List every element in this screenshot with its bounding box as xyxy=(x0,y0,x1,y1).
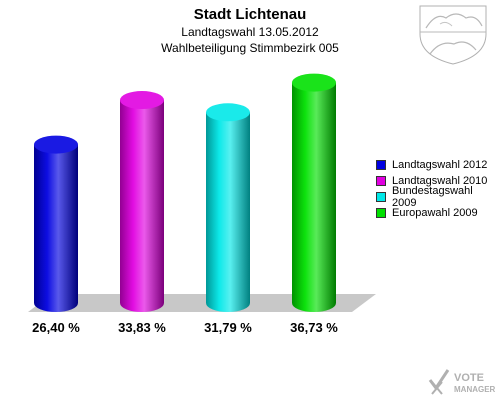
bar xyxy=(292,73,336,313)
chart-title: Stadt Lichtenau xyxy=(193,6,307,23)
legend-swatch xyxy=(376,160,386,170)
legend-swatch xyxy=(376,208,386,218)
legend-item: Bundestagswahl 2009 xyxy=(376,185,500,209)
bar-body xyxy=(292,82,336,313)
bar-top xyxy=(34,135,78,154)
chart-subtitle-2: Wahlbeteiligung Stimmbezirk 005 xyxy=(161,41,339,55)
data-label: 31,79 % xyxy=(204,320,252,335)
legend-item: Landtagswahl 2010 xyxy=(376,173,500,189)
legend-label: Bundestagswahl 2009 xyxy=(391,185,473,209)
data-label: 36,73 % xyxy=(290,320,338,335)
chart-subtitle: Landtagswahl 13.05.2012 xyxy=(181,25,319,39)
data-label: 26,40 % xyxy=(32,320,80,335)
logo-text-bottom: MANAGER xyxy=(454,385,496,394)
bar xyxy=(206,103,250,312)
legend-swatch xyxy=(376,176,386,186)
legend-label: Europawahl 2009 xyxy=(392,207,478,219)
chart-legend: Landtagswahl 2012 Landtagswahl 2010 Bund… xyxy=(376,157,500,221)
legend-item: Landtagswahl 2012 xyxy=(376,157,500,173)
bar-body xyxy=(206,112,250,312)
coat-of-arms-icon xyxy=(419,5,487,65)
legend-swatch xyxy=(376,192,386,202)
bar-top xyxy=(292,73,336,92)
legend-label: Landtagswahl 2012 xyxy=(392,159,488,171)
bar-top xyxy=(120,91,164,110)
bar-body xyxy=(120,100,164,313)
bar-top xyxy=(206,103,250,122)
bar xyxy=(120,91,164,313)
data-label: 33,83 % xyxy=(118,320,166,335)
legend-label: Landtagswahl 2010 xyxy=(392,175,488,187)
vote-manager-logo: VOTE MANAGER xyxy=(428,369,496,395)
checkmark-icon xyxy=(428,369,450,395)
chart-floor xyxy=(28,294,376,312)
bar xyxy=(34,135,78,312)
legend-item: Europawahl 2009 xyxy=(376,205,500,221)
chart-title-block: Stadt Lichtenau Landtagswahl 13.05.2012 … xyxy=(0,6,500,56)
logo-text-top: VOTE xyxy=(454,372,484,384)
bar-body xyxy=(34,144,78,312)
